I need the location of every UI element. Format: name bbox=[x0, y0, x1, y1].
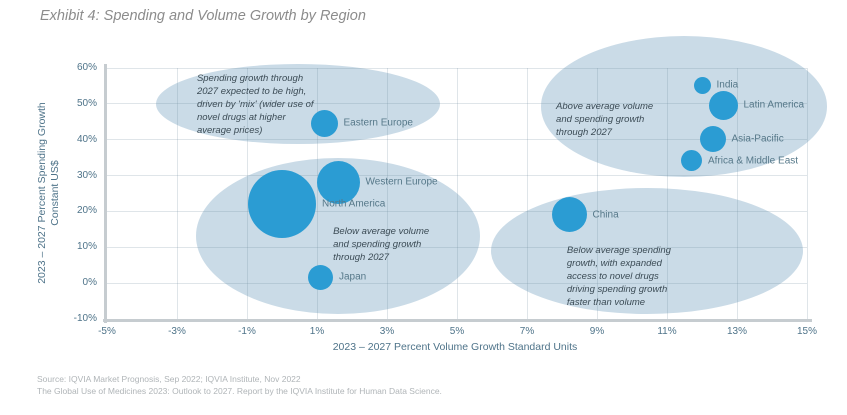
gridline-x-5 bbox=[457, 67, 458, 319]
y-tick-label-10: -10% bbox=[73, 313, 97, 325]
bubble-label-western-europe: Western Europe bbox=[365, 176, 438, 188]
x-tick-label-11: 11% bbox=[657, 325, 677, 337]
group-ellipse-high-spending-growth-group bbox=[156, 63, 441, 145]
y-tick-label-20: 20% bbox=[76, 205, 97, 217]
gridline-x-7 bbox=[527, 67, 528, 319]
x-tick-label-15: 15% bbox=[796, 325, 818, 337]
x-tick-label-13: 13% bbox=[726, 325, 748, 337]
gridline-y-10 bbox=[107, 246, 807, 248]
x-tick-label-3: -3% bbox=[168, 325, 186, 337]
gridline-y-40 bbox=[107, 139, 807, 141]
bubble-eastern-europe bbox=[310, 109, 338, 137]
source-line-2: The Global Use of Medicines 2023: Outloo… bbox=[37, 385, 442, 396]
x-tick-label-5: -5% bbox=[98, 325, 116, 337]
bubble-label-eastern-europe: Eastern Europe bbox=[343, 117, 414, 129]
gridline-x-13 bbox=[737, 67, 738, 319]
bubble-japan bbox=[308, 264, 333, 290]
x-tick-label-5: 5% bbox=[449, 325, 465, 337]
x-axis-title: 2023 – 2027 Percent Volume Growth Standa… bbox=[332, 341, 578, 353]
gridline-x-9 bbox=[597, 67, 598, 319]
gridline-x-15 bbox=[807, 67, 808, 319]
y-tick-label-60: 60% bbox=[76, 62, 97, 73]
y-tick-label-30: 30% bbox=[76, 169, 97, 181]
gridline-y-0 bbox=[107, 282, 807, 284]
gridline-x-11 bbox=[667, 67, 668, 319]
bubble-label-africa-middle-east: Africa & Middle East bbox=[708, 155, 799, 167]
chart-title: Exhibit 4: Spending and Volume Growth by… bbox=[40, 8, 366, 24]
bubble-label-north-america: North America bbox=[322, 198, 386, 210]
x-axis-line bbox=[103, 319, 812, 323]
bubble-label-india: India bbox=[716, 79, 739, 91]
bubble-north-america bbox=[248, 169, 316, 238]
x-tick-label-9: 9% bbox=[589, 325, 605, 337]
bubble-india bbox=[693, 76, 711, 94]
x-tick-label-1: 1% bbox=[309, 325, 325, 337]
y-axis-line bbox=[104, 63, 107, 323]
bubble-label-asia-pacific: Asia-Pacific bbox=[731, 133, 784, 145]
y-tick-label-10: 10% bbox=[76, 241, 97, 253]
annotation-3: Below average volume and spending growth… bbox=[333, 225, 430, 263]
gridline-x-3 bbox=[387, 67, 388, 319]
x-tick-label-7: 7% bbox=[519, 325, 535, 337]
gridline-x-3 bbox=[177, 67, 178, 319]
y-tick-label-50: 50% bbox=[76, 97, 97, 109]
source-note: Source: IQVIA Market Prognosis, Sep 2022… bbox=[37, 374, 442, 397]
annotation-2: Above average volume and spending growth… bbox=[556, 101, 654, 139]
bubble-latin-america bbox=[708, 90, 738, 120]
bubble-label-china: China bbox=[592, 209, 619, 221]
y-tick-label-0: 0% bbox=[82, 277, 97, 289]
gridline-y-60 bbox=[107, 67, 807, 69]
gridline-y-50 bbox=[107, 103, 807, 105]
y-tick-label-40: 40% bbox=[76, 133, 97, 145]
bubble-chart-plot-area: India Latin America Asia-Pacific Africa & M… bbox=[73, 35, 828, 337]
y-axis-title: 2023 – 2027 Percent Spending Growth Cons… bbox=[36, 43, 62, 343]
gridline-y-20 bbox=[107, 210, 807, 212]
y-axis-title-line1: 2023 – 2027 Percent Spending Growth bbox=[36, 102, 48, 284]
bubble-china bbox=[551, 197, 587, 233]
annotation-4: Below average spending growth, with expa… bbox=[566, 244, 671, 308]
x-tick-label-3: 3% bbox=[379, 325, 395, 337]
y-axis-title-line2: Constant US$ bbox=[49, 160, 61, 226]
annotation-1: Spending growth through 2027 expected to… bbox=[196, 73, 314, 137]
bubble-label-japan: Japan bbox=[339, 271, 367, 283]
gridline-x-1 bbox=[317, 67, 318, 319]
bubble-western-europe bbox=[316, 160, 360, 204]
bubble-label-latin-america: Latin America bbox=[743, 99, 805, 111]
x-tick-label-1: -1% bbox=[238, 325, 256, 337]
gridline-x-1 bbox=[247, 67, 248, 319]
group-ellipse-china-group bbox=[490, 187, 804, 314]
gridline-y-30 bbox=[107, 175, 807, 177]
bubble-africa-middle-east bbox=[681, 150, 702, 172]
source-line-1: Source: IQVIA Market Prognosis, Sep 2022… bbox=[37, 374, 301, 384]
bubble-asia-pacific bbox=[699, 126, 726, 153]
